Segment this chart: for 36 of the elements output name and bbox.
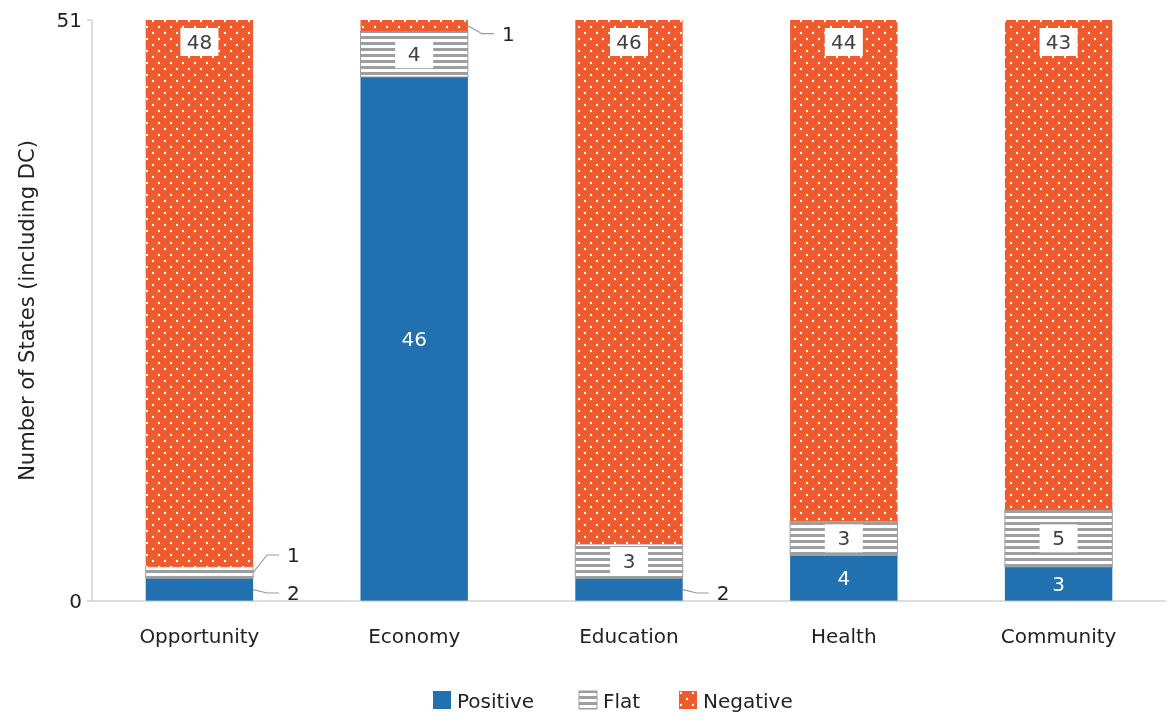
data-label: 46 — [401, 326, 427, 351]
data-label: 43 — [1045, 30, 1072, 54]
data-label: 46 — [616, 30, 642, 54]
bar — [1004, 20, 1113, 510]
bar — [145, 578, 254, 601]
x-tick-label: Community — [1000, 624, 1117, 648]
bar — [575, 20, 683, 545]
data-label: 3 — [622, 549, 636, 574]
y-tick-label: 51 — [56, 8, 82, 32]
data-label: 44 — [831, 30, 857, 54]
bar — [790, 555, 898, 601]
bar — [575, 578, 683, 601]
bar — [360, 20, 468, 32]
bar — [790, 20, 898, 522]
bar — [1004, 566, 1113, 601]
data-label: 1 — [287, 543, 300, 567]
legend-label: Positive — [457, 689, 535, 713]
bar — [145, 20, 254, 567]
data-label: 1 — [501, 21, 515, 46]
data-label: 2 — [287, 581, 300, 605]
legend-label: Negative — [703, 689, 793, 713]
data-label: 5 — [1052, 526, 1065, 551]
y-tick-label: 0 — [69, 589, 82, 613]
x-tick-label: Economy — [368, 624, 461, 648]
data-label: 48 — [186, 30, 213, 54]
data-label: 2 — [716, 581, 730, 605]
x-tick-label: Health — [810, 624, 877, 648]
data-label: 4 — [837, 566, 851, 591]
legend-label: Flat — [603, 689, 641, 713]
data-label: 3 — [1052, 571, 1065, 596]
y-axis-title: Number of States (including DC) — [15, 140, 39, 481]
x-tick-label: Education — [579, 624, 679, 648]
data-label: 4 — [407, 42, 421, 67]
x-tick-label: Opportunity — [139, 624, 260, 648]
bar — [360, 76, 468, 601]
data-label: 3 — [837, 526, 851, 551]
